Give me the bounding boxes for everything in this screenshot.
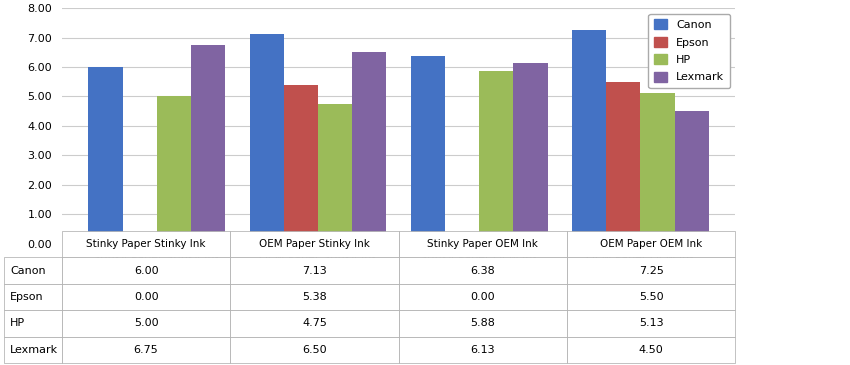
Bar — [318, 104, 352, 243]
Bar — [641, 93, 675, 243]
Bar — [250, 34, 284, 243]
Bar — [191, 45, 225, 243]
Bar — [156, 96, 191, 243]
Bar — [411, 56, 445, 243]
Bar — [352, 52, 386, 243]
Bar — [675, 111, 709, 243]
Bar — [513, 63, 547, 243]
Bar — [606, 82, 641, 243]
Bar — [284, 85, 318, 243]
Bar — [88, 67, 122, 243]
Legend: Canon, Epson, HP, Lexmark: Canon, Epson, HP, Lexmark — [649, 14, 730, 88]
Bar — [479, 70, 513, 243]
Bar — [572, 30, 606, 243]
